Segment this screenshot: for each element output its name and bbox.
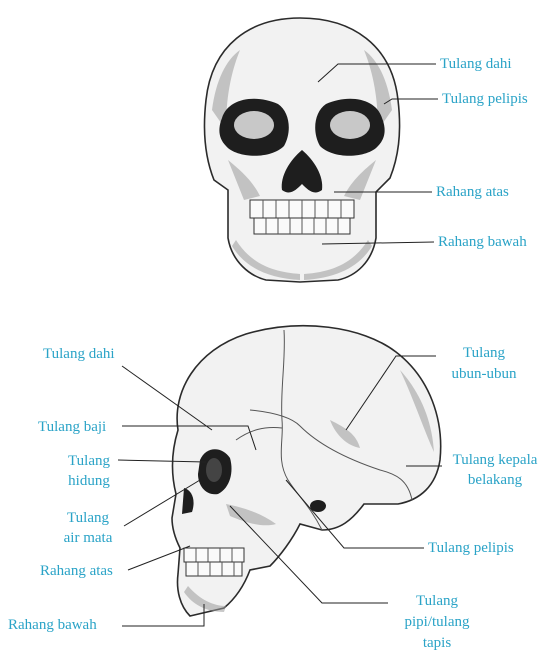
label-side-mandible: Rahang bawah bbox=[8, 617, 97, 633]
label-side-nasal-bone-line2: hidung bbox=[68, 473, 110, 489]
label-side-zygomatic-bone-line3: tapis bbox=[422, 635, 452, 651]
label-side-nasal-bone-line1: Tulang bbox=[68, 453, 110, 469]
label-side-temporal-bone: Tulang pelipis bbox=[428, 540, 514, 556]
side-leader-lines bbox=[117, 355, 442, 627]
label-side-occipital-bone-line2: belakang bbox=[467, 472, 523, 488]
label-front-maxilla: Rahang atas bbox=[436, 184, 509, 200]
side-teeth bbox=[183, 547, 245, 577]
label-side-zygomatic-bone-line1: Tulang bbox=[416, 593, 458, 609]
side-nasal bbox=[182, 488, 194, 514]
front-upper-teeth bbox=[249, 199, 355, 219]
front-nasal-cavity bbox=[281, 150, 323, 193]
label-side-lacrimal-bone-line1: Tulang bbox=[67, 510, 109, 526]
label-side-maxilla: Rahang atas bbox=[40, 563, 113, 579]
label-side-sphenoid-bone: Tulang baji bbox=[38, 419, 107, 435]
label-side-parietal-bone-line1: Tulang bbox=[463, 345, 505, 361]
side-ear-canal bbox=[310, 500, 326, 512]
front-lower-teeth bbox=[253, 217, 351, 235]
label-side-parietal-bone-line2: ubun-ubun bbox=[451, 366, 517, 382]
side-skull bbox=[171, 325, 442, 617]
label-side-frontal-bone: Tulang dahi bbox=[43, 346, 115, 362]
front-leader-lines bbox=[317, 63, 438, 245]
side-cranium bbox=[171, 325, 442, 617]
label-front-temporal-bone: Tulang pelipis bbox=[442, 91, 528, 107]
front-skull bbox=[203, 17, 401, 283]
label-front-frontal-bone: Tulang dahi bbox=[440, 56, 512, 72]
label-side-occipital-bone-line1: Tulang kepala bbox=[452, 452, 538, 468]
label-side-zygomatic-bone-line2: pipi/tulang bbox=[404, 614, 470, 630]
label-side-lacrimal-bone-line2: air mata bbox=[63, 530, 113, 546]
label-front-mandible: Rahang bawah bbox=[438, 234, 527, 250]
